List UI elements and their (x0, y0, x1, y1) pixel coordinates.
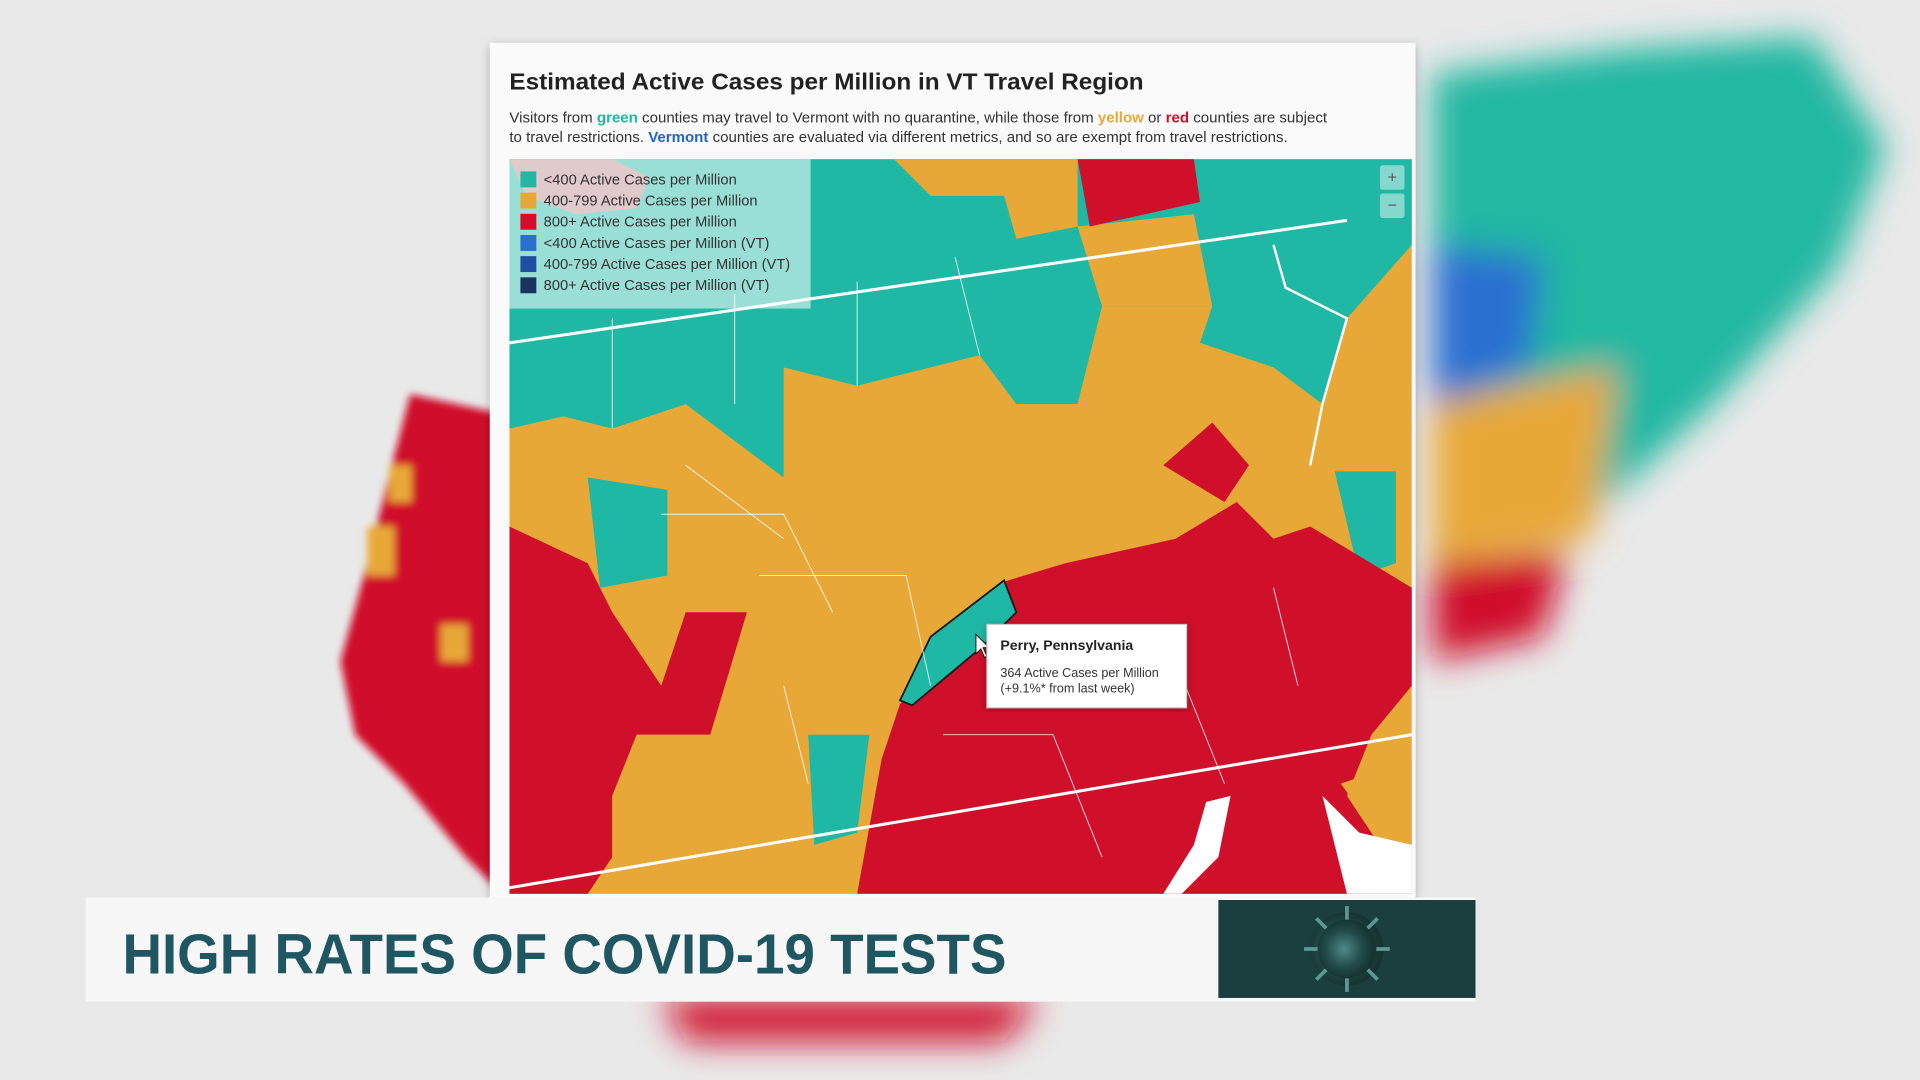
legend-swatch (520, 234, 537, 251)
zoom-controls: +− (1380, 165, 1405, 218)
legend-label: 400-799 Active Cases per Million (VT) (544, 257, 791, 273)
legend-label: 400-799 Active Cases per Million (544, 193, 758, 209)
map-description: Visitors from green counties may travel … (509, 109, 1327, 146)
highlight-word: yellow (1098, 109, 1144, 126)
legend: <400 Active Cases per Million 400-799 Act… (520, 171, 790, 294)
description-text: counties are evaluated via different met… (708, 129, 1287, 146)
highlight-word: green (597, 109, 638, 126)
legend-swatch (520, 277, 537, 294)
description-line: to travel restrictions. Vermont counties… (509, 129, 1287, 146)
legend-label: 800+ Active Cases per Million (544, 215, 737, 231)
virus-thumbnail (1218, 900, 1476, 998)
zoom-button[interactable] (1380, 165, 1405, 190)
blurred-background-map (661, 36, 1886, 1041)
blurred-left-map (340, 394, 503, 894)
description-text: to travel restrictions. (509, 129, 648, 146)
description-line: Visitors from green counties may travel … (509, 109, 1327, 126)
legend-swatch (520, 192, 537, 209)
description-text: counties are subject (1189, 109, 1328, 126)
highlight-word: red (1166, 109, 1189, 126)
description-text: Visitors from (509, 109, 597, 126)
map-title: Estimated Active Cases per Million in VT… (509, 68, 1143, 94)
description-text: or (1144, 109, 1166, 126)
tooltip: Perry, Pennsylvania 364 Active Cases per … (986, 623, 1188, 709)
headline: HIGH RATES OF COVID-19 TESTS (122, 922, 1006, 985)
tooltip-box (986, 623, 1188, 709)
legend-box (509, 159, 811, 309)
legend-label: <400 Active Cases per Million (544, 172, 737, 188)
tooltip-line: 364 Active Cases per Million (1000, 666, 1158, 680)
zoom-button-label[interactable]: + (1388, 169, 1397, 186)
legend-swatch (520, 256, 537, 273)
zoom-button[interactable] (1380, 193, 1405, 218)
description-text: counties may travel to Vermont with no q… (638, 109, 1098, 126)
zoom-button-label[interactable]: − (1388, 198, 1397, 215)
tooltip-line: (+9.1%* from last week) (1000, 681, 1134, 695)
legend-swatch (520, 171, 537, 188)
legend-label: <400 Active Cases per Million (VT) (544, 236, 770, 252)
legend-swatch (520, 213, 537, 230)
legend-label: 800+ Active Cases per Million (VT) (544, 278, 770, 294)
highlight-word: Vermont (648, 129, 708, 146)
tooltip-title: Perry, Pennsylvania (1000, 637, 1133, 653)
